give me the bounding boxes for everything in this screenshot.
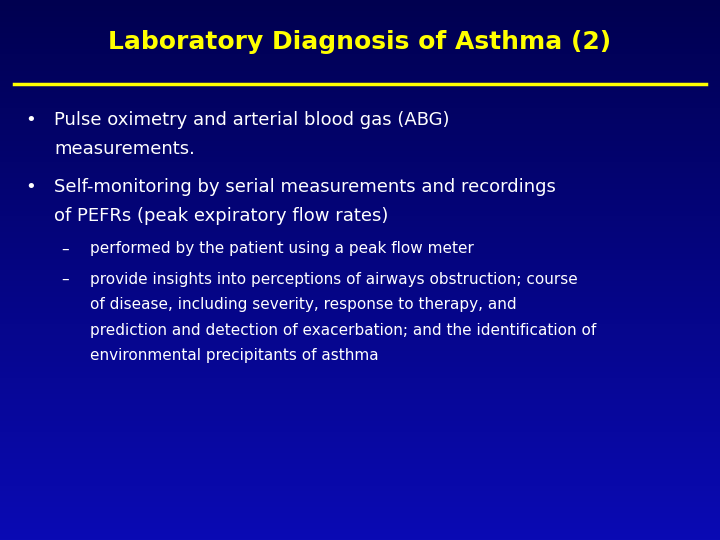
Text: measurements.: measurements. <box>54 140 195 158</box>
Text: •: • <box>25 178 36 195</box>
Text: of disease, including severity, response to therapy, and: of disease, including severity, response… <box>90 297 517 312</box>
Text: provide insights into perceptions of airways obstruction; course: provide insights into perceptions of air… <box>90 272 577 287</box>
Text: of PEFRs (peak expiratory flow rates): of PEFRs (peak expiratory flow rates) <box>54 207 388 225</box>
Text: Pulse oximetry and arterial blood gas (ABG): Pulse oximetry and arterial blood gas (A… <box>54 111 449 129</box>
Text: Laboratory Diagnosis of Asthma (2): Laboratory Diagnosis of Asthma (2) <box>109 30 611 53</box>
Text: –: – <box>61 272 69 287</box>
Text: •: • <box>25 111 36 129</box>
Text: prediction and detection of exacerbation; and the identification of: prediction and detection of exacerbation… <box>90 322 596 338</box>
Text: performed by the patient using a peak flow meter: performed by the patient using a peak fl… <box>90 241 474 256</box>
Text: Self-monitoring by serial measurements and recordings: Self-monitoring by serial measurements a… <box>54 178 556 195</box>
Text: environmental precipitants of asthma: environmental precipitants of asthma <box>90 348 379 363</box>
Text: –: – <box>61 241 69 256</box>
